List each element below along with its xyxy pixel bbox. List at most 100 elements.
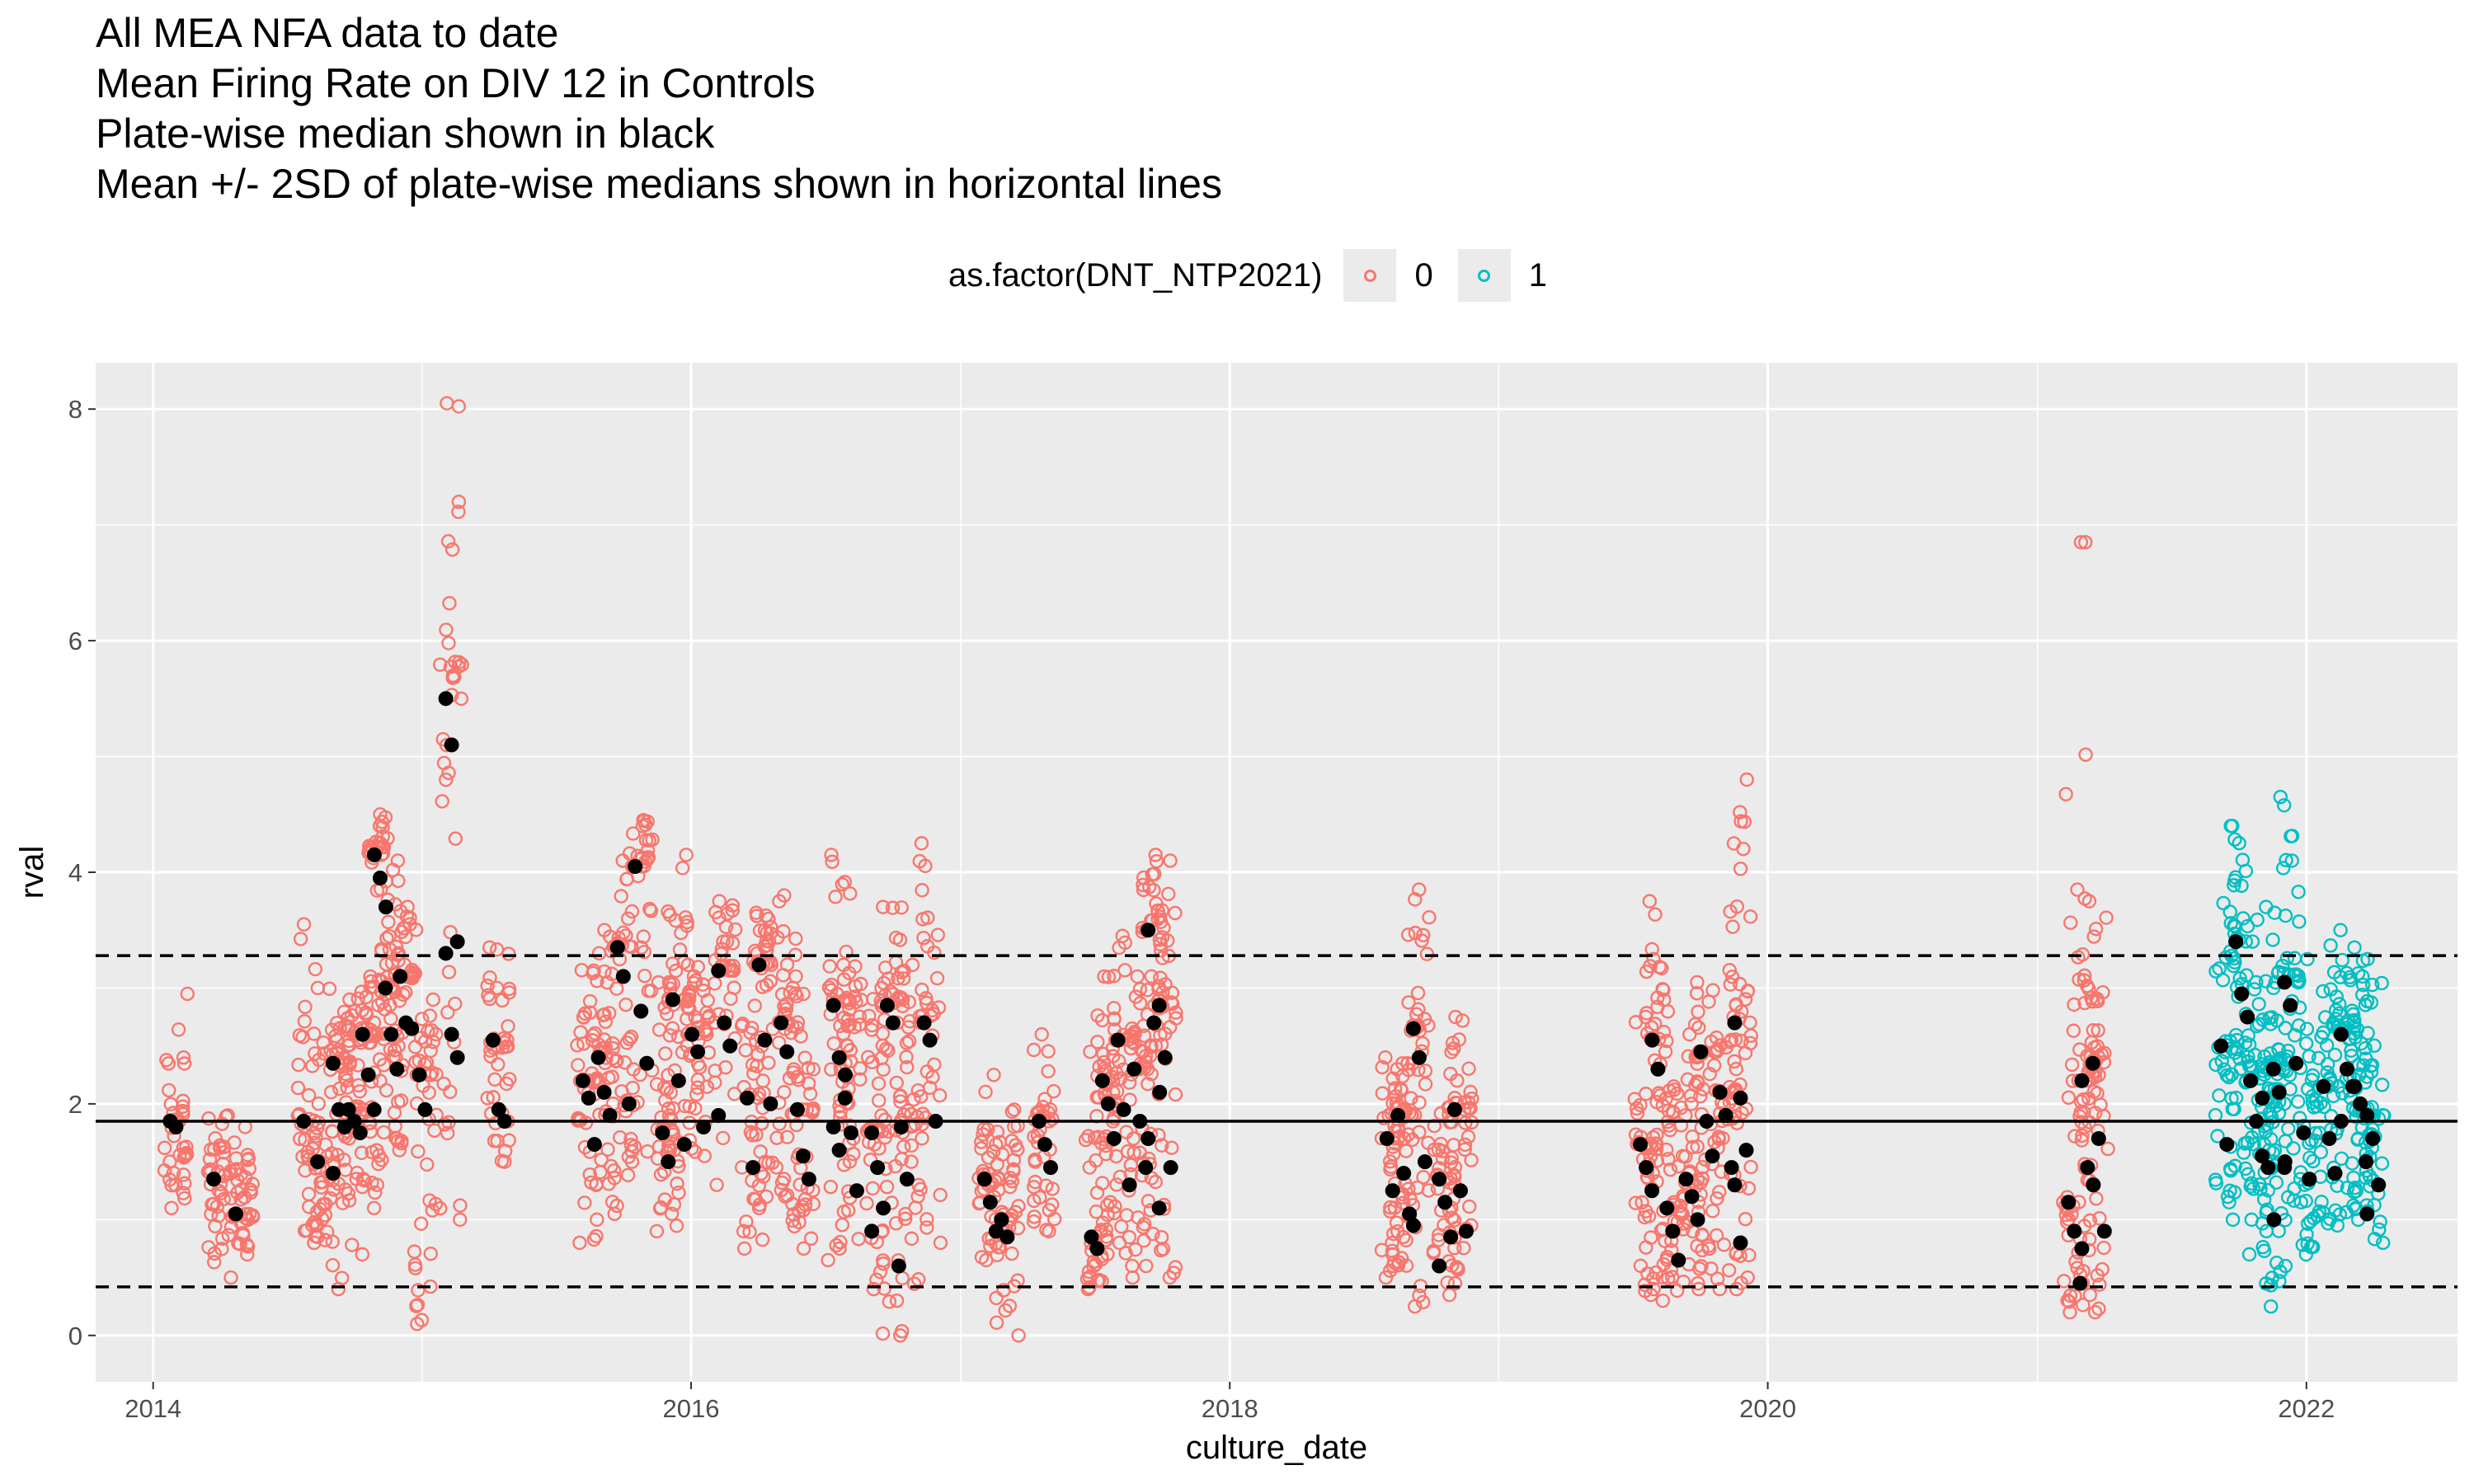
well-point [242,1206,257,1222]
plate-median-point [325,1166,341,1181]
well-point [889,1075,904,1091]
well-point [2092,1277,2107,1292]
well-point [2208,964,2223,979]
well-point [906,1276,922,1291]
well-point [439,773,454,787]
well-point [1691,1020,1706,1036]
well-point [904,1231,920,1247]
plate-median-point [2371,1177,2387,1193]
well-point [2269,1175,2284,1190]
well-point [1148,1039,1164,1054]
well-point [877,975,891,991]
well-point [305,1059,320,1073]
well-point [1391,1255,1406,1270]
well-point [2291,885,2306,899]
well-point [668,913,684,928]
plate-median-point [2080,1160,2095,1176]
well-point [756,1169,771,1184]
well-point [436,1076,451,1092]
well-point [238,1170,253,1185]
well-point [920,1212,934,1227]
well-point [337,1071,353,1086]
well-point [725,936,741,951]
well-point [1656,983,1671,998]
well-point [491,1057,506,1072]
y-tick-label: 2 [68,1090,82,1119]
data-points [157,396,2392,1343]
well-point [1712,1281,1728,1297]
well-point [1136,1028,1152,1043]
well-point [836,1205,852,1219]
well-point [2292,973,2307,989]
well-point [172,1148,187,1162]
well-point [885,900,901,915]
well-point [350,1165,365,1181]
well-point [1633,1097,1648,1113]
well-point [636,929,651,944]
x-tick-label: 2014 [125,1394,181,1423]
well-point [426,992,440,1007]
well-point [790,1015,806,1030]
well-point [2356,1058,2371,1073]
well-point [989,1290,1004,1306]
well-point [1665,1104,1681,1120]
well-point [582,993,598,1009]
well-point [1410,985,1426,1001]
well-point [242,1161,256,1176]
plate-median-point [228,1206,243,1222]
well-point [991,1240,1006,1255]
plate-median-point [366,847,382,862]
plate-median-point [1122,1177,1137,1193]
well-point [2064,1057,2080,1073]
well-point [1038,1178,1054,1193]
well-point [382,928,397,944]
well-point [769,1160,784,1175]
well-point [906,1092,921,1107]
well-point [342,992,357,1007]
well-point [989,1315,1004,1331]
well-point [1412,1095,1427,1111]
plate-median-point [711,963,727,979]
well-point [899,1050,914,1064]
well-point [453,1212,468,1228]
plate-median-point [1733,1090,1748,1106]
y-tick-label: 6 [68,627,82,655]
well-point [480,978,495,993]
well-point [2085,994,2100,1009]
well-point [398,984,413,1000]
well-point [2300,1082,2316,1097]
well-point [889,1293,905,1308]
well-point [915,1116,929,1132]
well-point [376,1058,392,1073]
well-point [421,1085,436,1100]
well-point [662,977,678,992]
well-point [1628,1015,1644,1030]
well-point [2060,1293,2075,1308]
well-point [1649,1127,1664,1143]
well-point [368,1185,383,1200]
well-point [1119,1125,1134,1139]
well-point [423,1246,438,1261]
plate-median-point [1116,1101,1131,1117]
well-point [826,1036,841,1051]
well-point [1149,853,1164,869]
well-point [1741,1181,1757,1196]
well-point [1418,1064,1433,1078]
well-point [1041,1044,1056,1059]
well-point [1108,1199,1122,1214]
well-point [1702,1066,1718,1082]
well-point [699,1026,714,1042]
well-point [744,1021,760,1036]
well-point [1125,1270,1141,1285]
plate-median-point [763,1096,778,1111]
well-point [2264,1010,2279,1025]
well-point [2252,1177,2267,1192]
well-point [1646,1281,1661,1297]
plate-median-point [751,957,767,973]
well-point [1427,1118,1442,1134]
well-point [859,1195,874,1211]
well-point [2245,934,2260,949]
well-point [412,1053,426,1068]
well-point [2212,961,2227,976]
